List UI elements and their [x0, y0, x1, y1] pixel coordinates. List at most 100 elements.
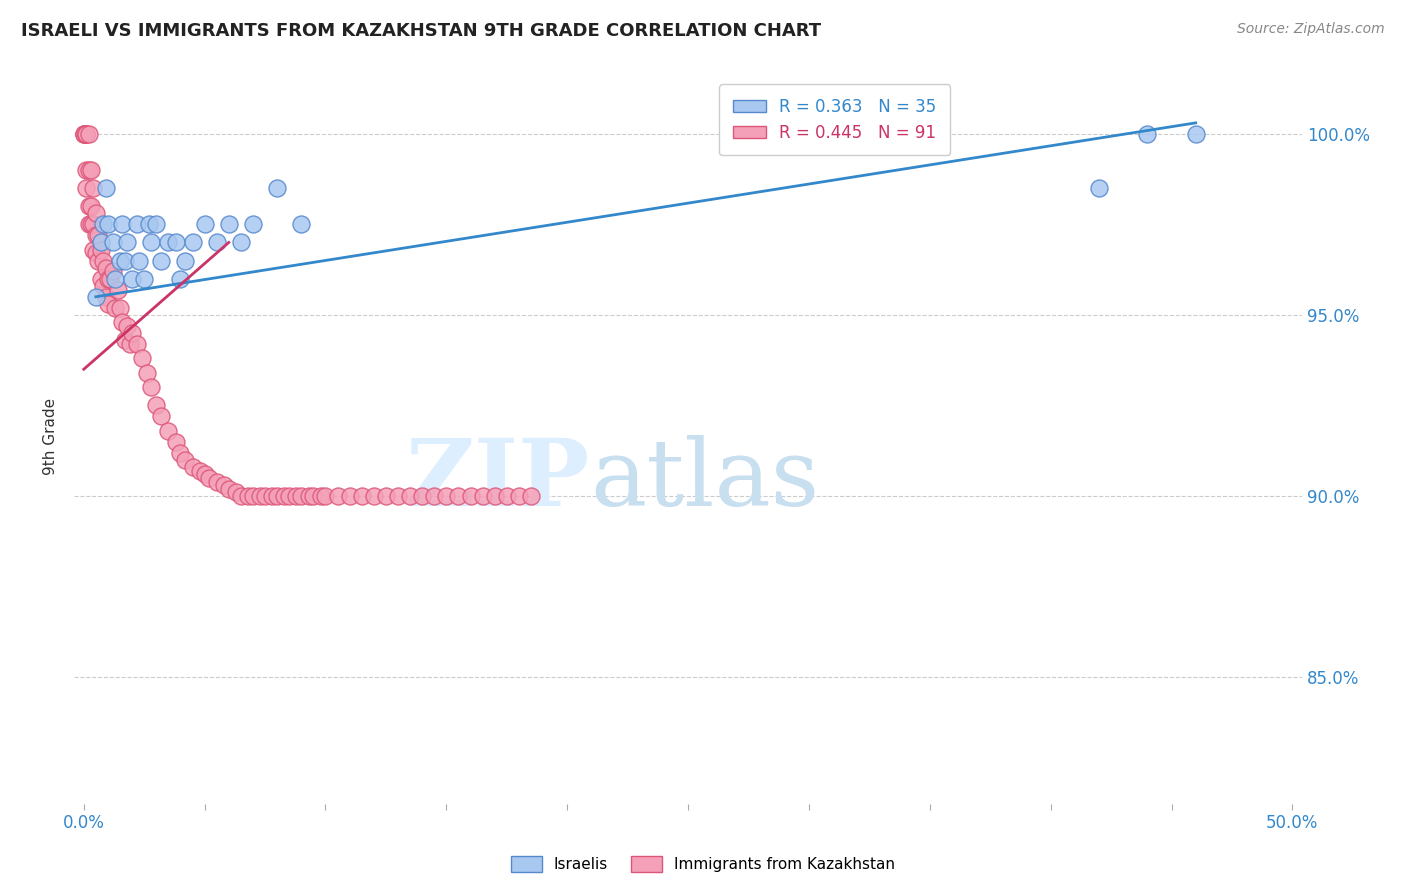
Point — [73, 127, 96, 141]
Point — [145, 217, 167, 231]
Point — [125, 217, 148, 231]
Point — [285, 489, 308, 503]
Point — [387, 489, 409, 503]
Point — [75, 163, 97, 178]
Point — [1088, 181, 1111, 195]
Point — [141, 235, 163, 250]
Point — [339, 489, 361, 503]
Point — [80, 217, 103, 231]
Point — [75, 181, 97, 195]
Point — [121, 271, 143, 285]
Legend: R = 0.363   N = 35, R = 0.445   N = 91: R = 0.363 N = 35, R = 0.445 N = 91 — [720, 84, 950, 155]
Point — [90, 235, 112, 250]
Text: atlas: atlas — [591, 435, 820, 525]
Point — [350, 489, 373, 503]
Point — [297, 489, 319, 503]
Point — [212, 478, 235, 492]
Point — [165, 434, 187, 449]
Text: ZIP: ZIP — [405, 435, 591, 525]
Point — [121, 326, 143, 340]
Point — [101, 264, 124, 278]
Point — [374, 489, 396, 503]
Point — [302, 489, 325, 503]
Point — [131, 351, 153, 366]
Point — [114, 253, 136, 268]
Point — [77, 163, 100, 178]
Point — [138, 217, 160, 231]
Point — [77, 127, 100, 141]
Point — [135, 366, 157, 380]
Point — [249, 489, 271, 503]
Point — [82, 181, 104, 195]
Point — [169, 271, 191, 285]
Point — [118, 336, 141, 351]
Point — [205, 235, 228, 250]
Point — [174, 452, 197, 467]
Point — [266, 181, 288, 195]
Point — [117, 235, 139, 250]
Point — [218, 482, 240, 496]
Point — [198, 471, 221, 485]
Point — [1184, 127, 1206, 141]
Point — [471, 489, 494, 503]
Point — [254, 489, 277, 503]
Point — [91, 253, 114, 268]
Point — [104, 301, 127, 315]
Point — [157, 424, 180, 438]
Point — [111, 315, 134, 329]
Point — [145, 399, 167, 413]
Point — [128, 253, 150, 268]
Point — [97, 271, 120, 285]
Point — [460, 489, 482, 503]
Point — [181, 460, 204, 475]
Point — [278, 489, 301, 503]
Point — [91, 279, 114, 293]
Point — [188, 464, 211, 478]
Point — [94, 260, 117, 275]
Text: Source: ZipAtlas.com: Source: ZipAtlas.com — [1237, 22, 1385, 37]
Point — [84, 290, 107, 304]
Point — [94, 181, 117, 195]
Point — [229, 489, 252, 503]
Point — [150, 253, 173, 268]
Point — [484, 489, 506, 503]
Point — [749, 127, 772, 141]
Point — [91, 217, 114, 231]
Point — [82, 243, 104, 257]
Point — [84, 228, 107, 243]
Point — [75, 127, 97, 141]
Point — [236, 489, 259, 503]
Point — [194, 467, 217, 482]
Point — [225, 485, 247, 500]
Point — [75, 127, 97, 141]
Point — [75, 127, 97, 141]
Point — [80, 199, 103, 213]
Point — [205, 475, 228, 489]
Text: ISRAELI VS IMMIGRANTS FROM KAZAKHSTAN 9TH GRADE CORRELATION CHART: ISRAELI VS IMMIGRANTS FROM KAZAKHSTAN 9T… — [21, 22, 821, 40]
Y-axis label: 9th Grade: 9th Grade — [44, 398, 58, 475]
Point — [77, 199, 100, 213]
Point — [141, 380, 163, 394]
Point — [363, 489, 385, 503]
Point — [84, 246, 107, 260]
Point — [134, 271, 156, 285]
Point — [266, 489, 288, 503]
Point — [77, 217, 100, 231]
Point — [242, 489, 264, 503]
Point — [101, 235, 124, 250]
Point — [114, 333, 136, 347]
Point — [82, 217, 104, 231]
Point — [73, 127, 96, 141]
Point — [229, 235, 252, 250]
Point — [174, 253, 197, 268]
Point — [508, 489, 530, 503]
Legend: Israelis, Immigrants from Kazakhstan: Israelis, Immigrants from Kazakhstan — [503, 848, 903, 880]
Point — [90, 243, 112, 257]
Point — [90, 271, 112, 285]
Point — [107, 283, 129, 297]
Point — [447, 489, 470, 503]
Point — [399, 489, 422, 503]
Point — [194, 217, 217, 231]
Point — [98, 271, 121, 285]
Point — [262, 489, 284, 503]
